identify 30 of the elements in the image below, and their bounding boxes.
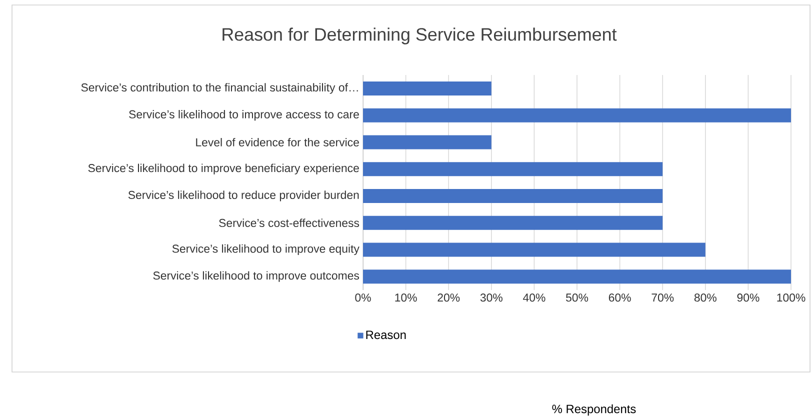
text: % Respondents: [552, 404, 636, 416]
x-tick-label: 50%: [566, 294, 588, 302]
x-tick-label: 70%: [652, 294, 674, 302]
legend-label: Reason: [366, 330, 406, 340]
x-tick-label: 40%: [523, 294, 546, 302]
y-tick-label: Service’s likelihood to improve access to care: [129, 110, 359, 121]
x-tick-label: 10%: [395, 294, 417, 302]
x-tick-label: 30%: [480, 294, 502, 302]
bar: [363, 216, 663, 230]
x-tick-label: 90%: [737, 294, 760, 302]
bar: [363, 108, 792, 122]
chart-title: Reason for Determining Service Reiumbursement: [222, 28, 617, 44]
y-tick-label: Level of evidence for the service: [196, 138, 359, 146]
y-tick-label: Service’s likelihood to reduce provider burden: [128, 190, 359, 202]
x-tick-label: 20%: [438, 294, 460, 302]
bar: [363, 242, 706, 257]
bar: [363, 135, 492, 150]
x-tick-label: 80%: [694, 294, 716, 302]
y-tick-label: Service’s cost-effectiveness: [219, 218, 360, 228]
x-tick-label: 60%: [608, 294, 631, 302]
y-tick-label: Service’s likelihood to improve equity: [172, 244, 360, 256]
bar: [363, 270, 792, 284]
y-tick-label: Service’s likelihood to improve outcomes: [153, 271, 360, 282]
x-tick-label: 100%: [777, 294, 806, 302]
x-tick-label: 0%: [355, 294, 371, 302]
bar: [363, 188, 663, 203]
bar: [363, 81, 492, 96]
bar: [363, 162, 663, 176]
y-tick-label: Service’s contribution to the financial sustainability of…: [81, 83, 358, 94]
y-tick-label: Service’s likelihood to improve beneficiary experience: [88, 164, 359, 174]
